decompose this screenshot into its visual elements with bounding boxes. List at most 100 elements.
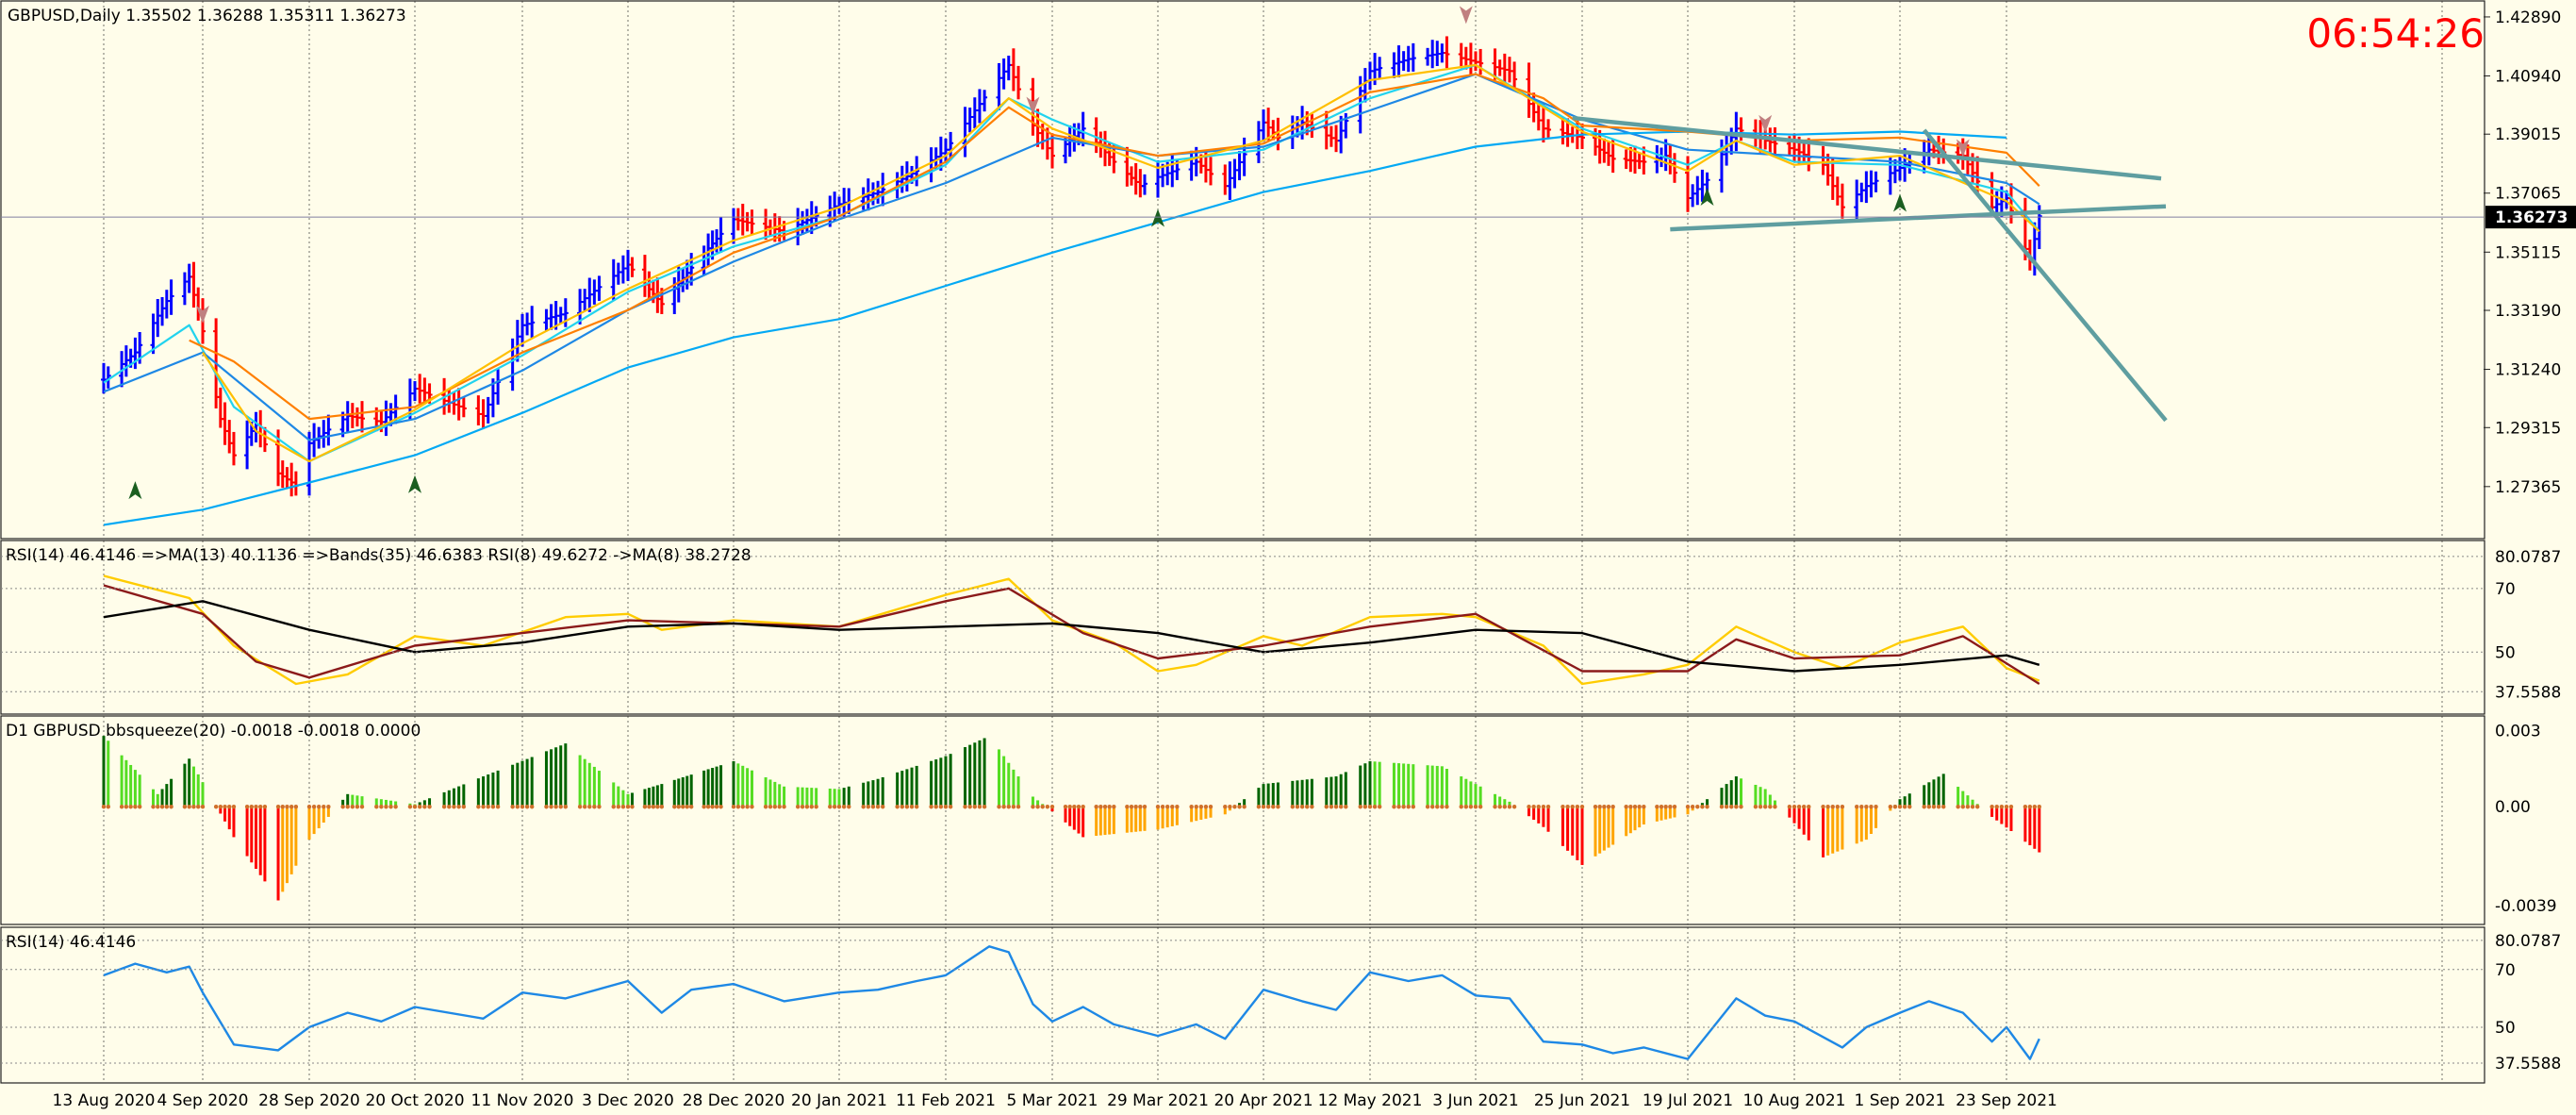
- squeeze-dot: [659, 805, 665, 809]
- squeeze-dot: [1094, 805, 1098, 809]
- squeeze-dot: [128, 805, 133, 809]
- series-line: [103, 584, 2040, 686]
- squeeze-dot: [350, 805, 355, 809]
- squeeze-dot: [1579, 805, 1585, 809]
- squeeze-dot: [718, 805, 723, 809]
- indicator-ma_mid: [103, 73, 2040, 441]
- squeeze-dot: [1672, 805, 1677, 809]
- squeeze-dot: [1310, 805, 1314, 809]
- squeeze-dot: [1429, 805, 1435, 809]
- squeeze-dot: [1840, 805, 1845, 809]
- price-panel[interactable]: 1.42890 1.40940 1.39015 1.37065 1.35115 1.331…: [0, 0, 2576, 540]
- squeeze-dot: [106, 805, 110, 809]
- bbsqueeze-panel-border: [0, 715, 2485, 925]
- squeeze-dot: [169, 805, 173, 809]
- squeeze-dot: [938, 805, 944, 809]
- squeeze-dot: [1690, 805, 1695, 809]
- squeeze-dot: [280, 805, 285, 809]
- squeeze-dot: [1473, 805, 1478, 809]
- sell-arrow-icon: [1759, 114, 1773, 133]
- rsi-bands-panel[interactable]: 80.0787 70 50 37.5588 RSI(14) 46.4146 =>MA(…: [0, 540, 2561, 715]
- squeeze-dot: [1445, 805, 1449, 809]
- squeeze-dot: [441, 805, 447, 809]
- squeeze-dot: [1242, 805, 1247, 809]
- squeeze-dot: [1705, 805, 1709, 809]
- squeeze-dot: [1999, 805, 2005, 809]
- squeeze-dot: [1541, 805, 1546, 809]
- squeeze-dot: [1502, 805, 1508, 809]
- squeeze-dot: [828, 805, 833, 809]
- squeeze-dot: [1271, 805, 1276, 809]
- trendline: [1922, 128, 2168, 423]
- squeeze-dot: [745, 805, 750, 809]
- squeeze-dot: [685, 805, 689, 809]
- squeeze-dot: [861, 805, 866, 809]
- y-tick-label: 80.0787: [2495, 548, 2561, 567]
- squeeze-dot: [1531, 805, 1536, 809]
- squeeze-dot: [1724, 805, 1729, 809]
- squeeze-dot: [1734, 805, 1739, 809]
- squeeze-dot: [1338, 805, 1344, 809]
- squeeze-dot: [866, 805, 871, 809]
- y-tick-label: 1.35115: [2495, 243, 2561, 262]
- squeeze-dot: [1902, 805, 1907, 809]
- squeeze-dot: [1468, 805, 1474, 809]
- buy-arrow-icon: [408, 474, 421, 493]
- squeeze-dot: [1926, 805, 1932, 809]
- rsi-bands-panel-border: [0, 540, 2485, 715]
- squeeze-dot: [2008, 805, 2014, 809]
- squeeze-dot: [1632, 805, 1638, 809]
- squeeze-dot: [119, 805, 124, 809]
- y-tick-label: 1.31240: [2495, 361, 2561, 380]
- squeeze-dot: [735, 805, 741, 809]
- squeeze-dot: [1825, 805, 1830, 809]
- squeeze-dot: [967, 805, 972, 809]
- sell-arrow-icon: [1459, 6, 1473, 25]
- squeeze-dot: [616, 805, 621, 809]
- squeeze-dot: [582, 805, 587, 809]
- squeeze-dot: [914, 805, 919, 809]
- x-tick-label: 11 Nov 2020: [471, 1091, 574, 1110]
- trendline: [1670, 204, 2167, 232]
- squeeze-dot: [549, 805, 553, 809]
- squeeze-dot: [1372, 805, 1378, 809]
- squeeze-dot: [1685, 805, 1691, 809]
- squeeze-dot: [1941, 805, 1946, 809]
- y-tick-label: 80.0787: [2495, 932, 2561, 951]
- squeeze-dot: [481, 805, 486, 809]
- squeeze-dot: [515, 805, 520, 809]
- squeeze-dot: [544, 805, 549, 809]
- squeeze-dot: [1729, 805, 1734, 809]
- squeeze-dot: [1956, 805, 1960, 809]
- squeeze-dot: [187, 805, 191, 809]
- squeeze-dot: [258, 805, 263, 809]
- squeeze-dot: [1602, 805, 1607, 809]
- squeeze-dot: [1493, 805, 1497, 809]
- series-line: [103, 945, 2040, 1060]
- squeeze-dot: [1228, 805, 1232, 809]
- squeeze-dot: [1175, 805, 1180, 809]
- squeeze-dot: [417, 805, 422, 809]
- x-tick-label: 13 Aug 2020: [53, 1091, 156, 1110]
- squeeze-dot: [1536, 805, 1541, 809]
- squeeze-dot: [461, 805, 467, 809]
- squeeze-dot: [1401, 805, 1406, 809]
- squeeze-dot: [1001, 805, 1006, 809]
- squeeze-dot: [1367, 805, 1373, 809]
- squeeze-dot: [1170, 805, 1175, 809]
- squeeze-dot: [1377, 805, 1382, 809]
- squeeze-dot: [1256, 805, 1262, 809]
- squeeze-dot: [244, 805, 250, 809]
- bbsqueeze-panel[interactable]: 0.003 0.00 -0.0039 D1 GBPUSD bbsqueeze(20)…: [0, 715, 2557, 925]
- series-line: [103, 600, 2040, 673]
- squeeze-dot: [904, 805, 910, 809]
- squeeze-dot: [1628, 805, 1633, 809]
- rsi14-panel[interactable]: 80.0787 70 50 37.5588 RSI(14) 46.4146: [0, 926, 2561, 1084]
- squeeze-dot: [1223, 805, 1228, 809]
- x-tick-label: 4 Sep 2020: [157, 1091, 249, 1110]
- y-tick-label: 1.33190: [2495, 302, 2561, 321]
- squeeze-dot: [133, 805, 138, 809]
- squeeze-dot: [1570, 805, 1575, 809]
- squeeze-dot: [1830, 805, 1835, 809]
